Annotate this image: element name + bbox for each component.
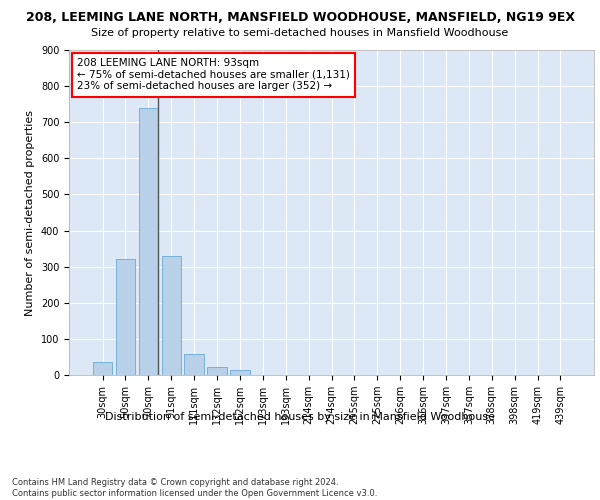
Y-axis label: Number of semi-detached properties: Number of semi-detached properties — [25, 110, 35, 316]
Bar — [208, 367, 227, 375]
Text: 208 LEEMING LANE NORTH: 93sqm
← 75% of semi-detached houses are smaller (1,131)
: 208 LEEMING LANE NORTH: 93sqm ← 75% of s… — [77, 58, 350, 92]
Text: Size of property relative to semi-detached houses in Mansfield Woodhouse: Size of property relative to semi-detach… — [91, 28, 509, 38]
Bar — [230, 370, 250, 375]
Text: 208, LEEMING LANE NORTH, MANSFIELD WOODHOUSE, MANSFIELD, NG19 9EX: 208, LEEMING LANE NORTH, MANSFIELD WOODH… — [25, 11, 575, 24]
Bar — [184, 354, 204, 375]
Bar — [93, 362, 112, 375]
Text: Distribution of semi-detached houses by size in Mansfield Woodhouse: Distribution of semi-detached houses by … — [105, 412, 495, 422]
Bar — [139, 108, 158, 375]
Bar — [161, 256, 181, 375]
Bar — [116, 260, 135, 375]
Text: Contains HM Land Registry data © Crown copyright and database right 2024.
Contai: Contains HM Land Registry data © Crown c… — [12, 478, 377, 498]
